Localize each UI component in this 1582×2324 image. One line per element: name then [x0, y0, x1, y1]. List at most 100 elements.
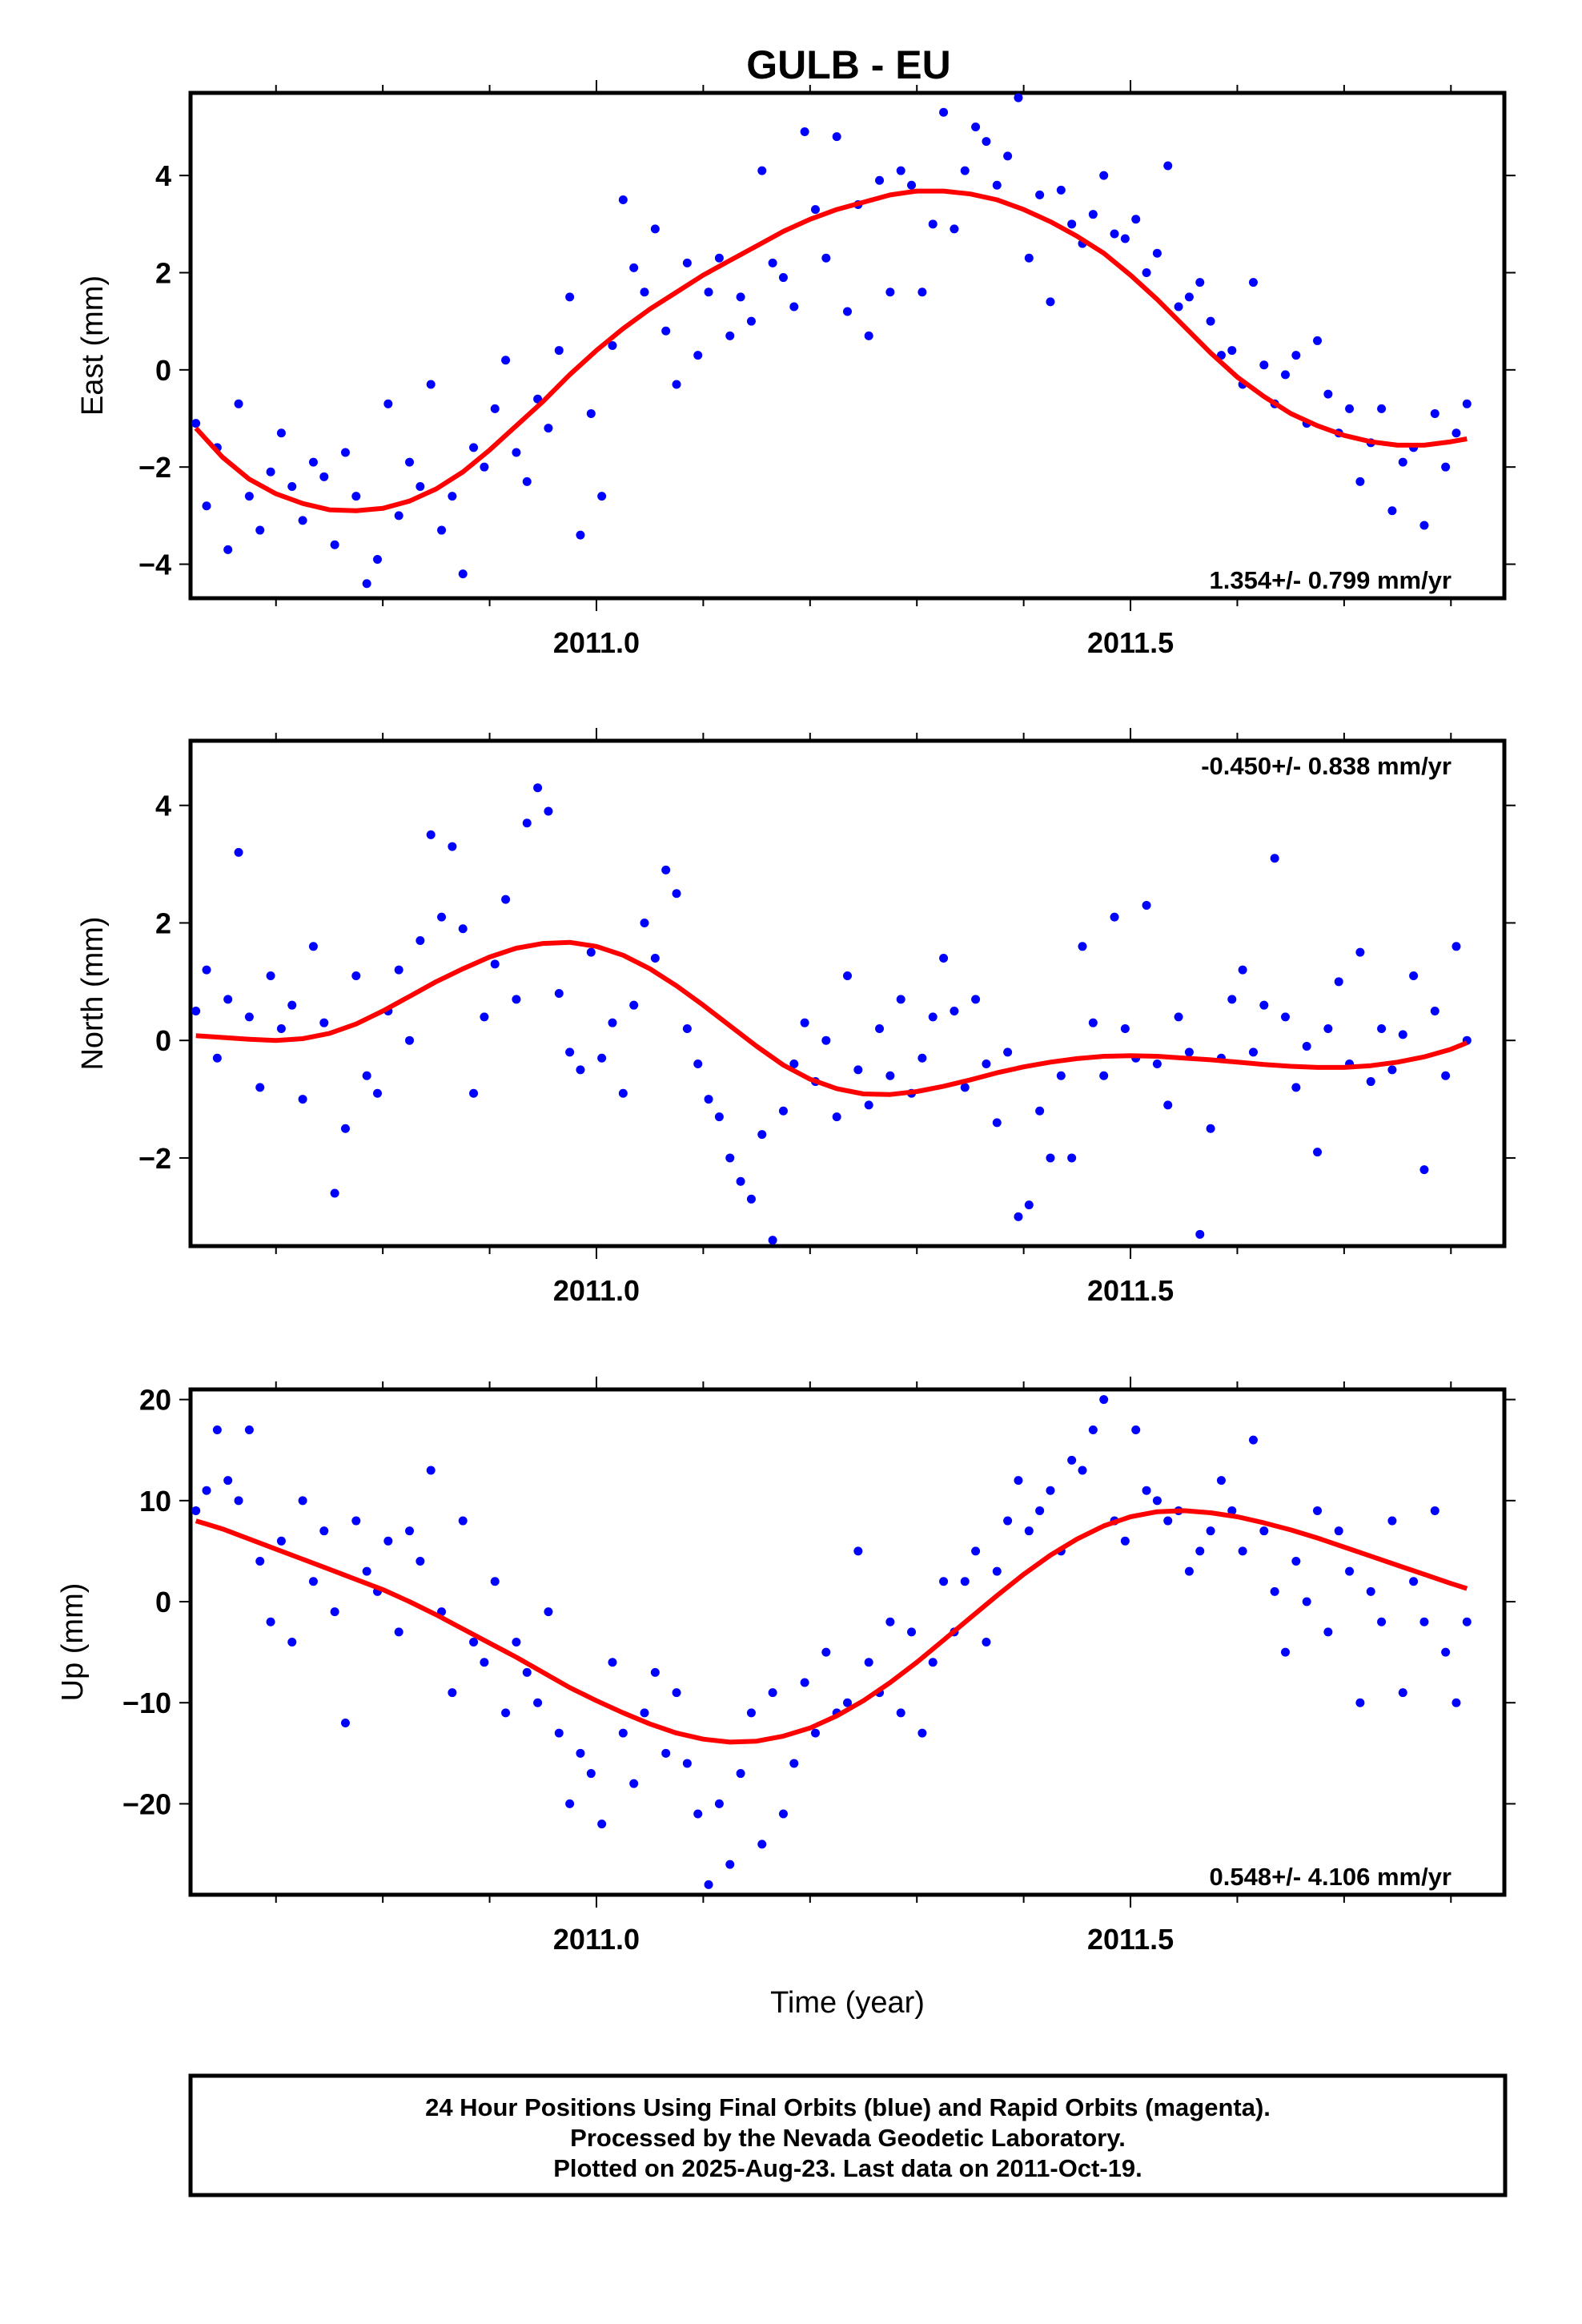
north-data-point [1291, 1083, 1301, 1092]
east-data-point [480, 462, 489, 472]
up-data-point [1035, 1506, 1045, 1515]
east-data-point [1046, 297, 1055, 307]
footer-line-2: Processed by the Nevada Geodetic Laborat… [570, 2124, 1126, 2152]
east-data-point [522, 476, 532, 486]
up-data-point [618, 1728, 628, 1738]
up-data-point [907, 1627, 917, 1637]
east-data-point [1174, 302, 1183, 312]
up-data-point [1366, 1586, 1375, 1596]
east-data-point [1056, 185, 1066, 195]
up-rate-label: 0.548+/- 4.106 mm/yr [1210, 1863, 1452, 1891]
east-plot-frame [188, 90, 1507, 601]
east-data-point [1195, 278, 1205, 287]
up-data-point [586, 1769, 596, 1779]
north-data-point [394, 965, 404, 975]
east-data-point [746, 316, 756, 326]
east-data-point [1313, 336, 1323, 345]
north-data-point [768, 1236, 777, 1245]
east-data-point [330, 540, 339, 549]
east-data-point [266, 467, 275, 476]
north-data-point [1259, 1000, 1269, 1010]
east-data-point [501, 356, 511, 365]
north-data-point [992, 1118, 1002, 1128]
up-data-point [340, 1718, 350, 1727]
up-data-point [191, 1506, 201, 1515]
east-data-point [725, 331, 735, 340]
up-data-point [266, 1617, 275, 1626]
north-y-axis-label: North (mm) [76, 916, 110, 1070]
east-data-point [1462, 399, 1472, 408]
east-data-point [629, 263, 639, 272]
up-data-point [469, 1638, 479, 1647]
east-data-point [917, 287, 927, 297]
east-data-point [416, 481, 425, 491]
up-data-point [1248, 1435, 1258, 1445]
up-data-point [640, 1708, 649, 1718]
up-data-point [608, 1658, 617, 1667]
up-data-point [714, 1799, 724, 1808]
east-rate-label: 1.354+/- 0.799 mm/yr [1210, 566, 1452, 594]
north-data-point [276, 1024, 286, 1034]
north-data-point [234, 847, 243, 857]
north-data-point [308, 942, 318, 951]
east-data-point [992, 180, 1002, 190]
east-data-point [244, 492, 254, 501]
up-data-point [522, 1667, 532, 1677]
east-data-point [512, 448, 521, 457]
north-data-point [469, 1088, 479, 1098]
up-data-point [650, 1667, 660, 1677]
east-data-point [800, 127, 809, 137]
up-data-point [1291, 1557, 1301, 1566]
chart-title: GULB - EU [746, 42, 951, 87]
up-data-point [394, 1627, 404, 1637]
north-data-point [853, 1065, 863, 1075]
north-data-point [586, 947, 596, 957]
north-data-point [778, 1106, 788, 1116]
north-data-point [618, 1088, 628, 1098]
up-data-point [693, 1809, 703, 1819]
north-data-point [629, 1000, 639, 1010]
up-data-point [960, 1577, 970, 1586]
north-data-point [1238, 965, 1247, 975]
north-data-point [372, 1088, 382, 1098]
north-data-point [565, 1047, 575, 1057]
up-data-point [1377, 1617, 1387, 1626]
east-data-point [1152, 248, 1162, 258]
north-data-point [351, 971, 361, 980]
north-data-point [1195, 1229, 1205, 1239]
east-data-point [608, 341, 617, 350]
panel-north: 2011.0 2011.5 −2 0 2 4 North (mm) -0.450+/- 0.8… [76, 728, 1516, 1307]
east-data-point [362, 579, 371, 589]
up-y-tick-label: −20 [122, 1787, 171, 1820]
panel-east: 2011.0 2011.5 −4 −2 0 2 4 East (mm) 1.354+/- 0.7… [76, 80, 1516, 659]
east-data-point [1227, 346, 1237, 356]
north-data-point [640, 918, 649, 927]
north-data-point [746, 1194, 756, 1204]
up-data-point [576, 1748, 585, 1758]
east-data-point [1206, 316, 1215, 326]
east-data-point [736, 292, 745, 302]
east-data-point [191, 419, 201, 428]
north-y-tick-label: −2 [139, 1142, 171, 1175]
east-data-point [1441, 462, 1451, 472]
north-data-point [1313, 1148, 1323, 1157]
up-data-point [1024, 1526, 1034, 1536]
east-data-point [1003, 151, 1013, 161]
up-data-point [255, 1557, 265, 1566]
north-data-point [939, 953, 949, 963]
up-data-point [223, 1476, 233, 1486]
east-data-point [864, 331, 873, 340]
up-fit-curve [195, 1508, 1468, 1745]
up-data-point [1409, 1577, 1419, 1586]
north-data-point [255, 1083, 265, 1092]
east-data-point [448, 492, 457, 501]
up-data-point [971, 1546, 981, 1556]
east-data-point [1067, 219, 1077, 229]
up-data-point [661, 1748, 671, 1758]
east-data-point [202, 501, 211, 511]
north-data-point [1377, 1024, 1387, 1034]
east-data-point [1035, 190, 1045, 199]
north-data-point [928, 1012, 938, 1022]
up-data-point [1441, 1647, 1451, 1657]
